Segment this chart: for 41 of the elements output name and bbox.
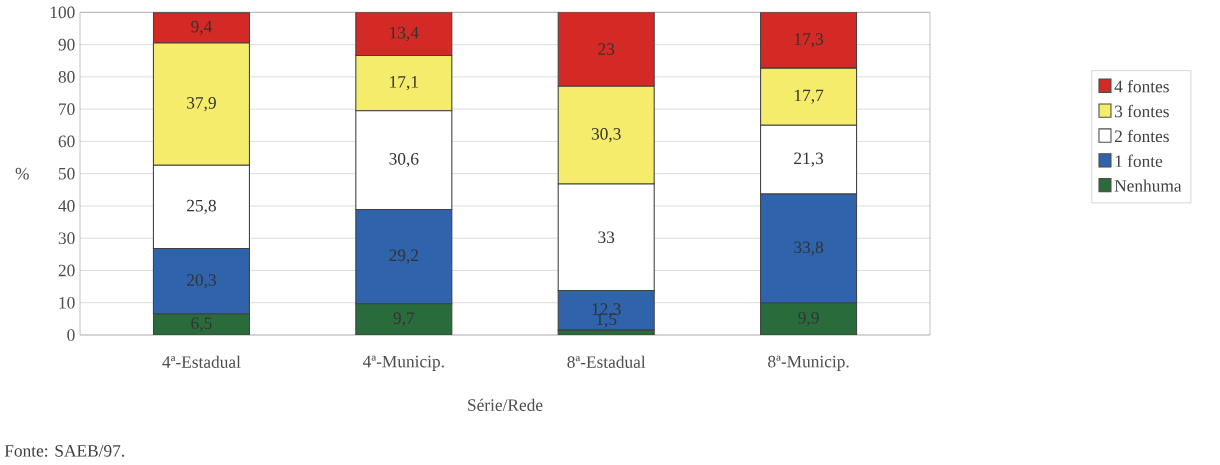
- data-label: 17,3: [794, 33, 824, 48]
- x-axis-title: Série/Rede: [468, 398, 543, 411]
- source-note: Fonte: SAEB/97.: [4, 445, 124, 457]
- data-label: 13,4: [390, 26, 419, 42]
- data-label: 9,7: [393, 312, 415, 327]
- legend-label: 1 fonte: [1115, 154, 1163, 167]
- x-tick-label: 4ª-Municip.: [363, 355, 444, 371]
- data-label: 23: [598, 43, 615, 55]
- data-label: 29,2: [389, 249, 419, 264]
- data-label: 25,8: [187, 199, 216, 215]
- x-tick-label: 8ª-Estadual: [567, 355, 646, 368]
- data-label: 33,8: [794, 241, 824, 256]
- y-tick-label: 90: [58, 38, 75, 51]
- y-tick-label: 70: [59, 103, 75, 115]
- x-tick-label: 8ª-Municip.: [768, 355, 849, 371]
- data-label: 6,5: [191, 317, 212, 332]
- legend-label: Nenhuma: [1114, 179, 1182, 192]
- data-label: 30,6: [389, 153, 419, 168]
- y-tick-label: 20: [58, 264, 75, 277]
- data-label: 21,3: [794, 152, 824, 167]
- y-tick-label: 10: [59, 296, 75, 309]
- data-label: 20,3: [187, 274, 216, 289]
- y-tick-label: 30: [58, 232, 75, 245]
- y-tick-label: 40: [58, 200, 75, 212]
- x-tick-label: 4ª-Estadual: [162, 355, 241, 368]
- y-tick-label: 60: [58, 135, 75, 148]
- legend-label: 2 fontes: [1114, 129, 1169, 143]
- y-axis-title: %: [15, 167, 29, 180]
- y-tick-label: 100: [50, 6, 75, 19]
- data-label: 37,9: [187, 97, 216, 112]
- data-label: 30,3: [591, 128, 621, 143]
- y-tick-label: 50: [58, 167, 75, 180]
- y-tick-label: 80: [58, 71, 75, 83]
- y-tick-label: 0: [67, 329, 75, 341]
- data-label: 33: [598, 231, 615, 244]
- data-label: 9,9: [798, 311, 819, 327]
- data-label: 17,7: [794, 89, 824, 104]
- legend-label: 3 fontes: [1115, 104, 1169, 118]
- legend-label: 4 fontes: [1114, 80, 1169, 93]
- data-label: 9,4: [191, 20, 213, 35]
- data-label: 17,1: [390, 76, 418, 91]
